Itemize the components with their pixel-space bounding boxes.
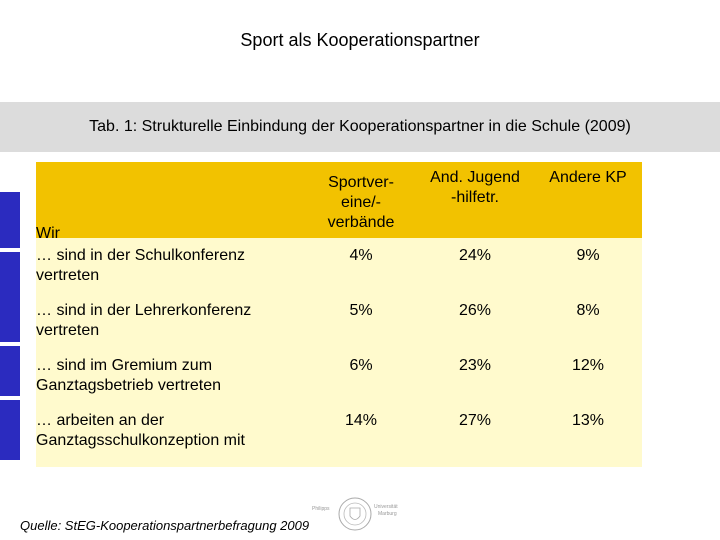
row-header-wir: Wir bbox=[36, 225, 60, 242]
cell-value: 24% bbox=[458, 247, 492, 264]
column-header-jugendhilfe: And. Jugend -hilfetr. bbox=[416, 162, 534, 244]
cell-value: 27% bbox=[458, 412, 492, 429]
logo-text-right: Universität bbox=[374, 504, 398, 510]
seal-inner-ring bbox=[343, 502, 367, 526]
table-caption: Tab. 1: Strukturelle Einbindung der Koop… bbox=[89, 118, 631, 135]
seal-outer-ring bbox=[338, 497, 372, 531]
page-title: Sport als Kooperationspartner bbox=[240, 30, 480, 50]
column-header-line: eine/- bbox=[340, 194, 382, 211]
cell-value: 9% bbox=[576, 247, 600, 264]
left-accent-bar bbox=[0, 192, 20, 248]
table-header-background bbox=[36, 162, 642, 238]
row-label: … sind in der Lehrerkonferenz vertreten bbox=[36, 299, 306, 354]
column-header-sportvereine: Sportver- eine/- verbände bbox=[306, 162, 416, 244]
left-accent-bar bbox=[0, 346, 20, 396]
cell-value: 6% bbox=[349, 357, 373, 374]
row-label-line: … sind in der Lehrerkonferenz bbox=[36, 302, 252, 319]
row-label: … sind in der Schulkonferenz vertreten bbox=[36, 244, 306, 299]
cell-value: 8% bbox=[576, 302, 600, 319]
column-header-line: Sportver- bbox=[328, 174, 394, 191]
row-label-line: … arbeiten an der bbox=[36, 412, 165, 429]
cell-value: 5% bbox=[349, 302, 373, 319]
row-label-line: Ganztagsschulkonzeption mit bbox=[36, 432, 245, 449]
left-accent-bar bbox=[0, 400, 20, 460]
subtitle-band: Tab. 1: Strukturelle Einbindung der Koop… bbox=[0, 102, 720, 152]
column-header-andere-kp: Andere KP bbox=[534, 162, 642, 244]
logo-text-left: Philipps bbox=[312, 506, 330, 512]
left-accent-bar bbox=[0, 252, 20, 342]
cell-value: 23% bbox=[458, 357, 492, 374]
cell-value: 13% bbox=[571, 412, 605, 429]
column-header-line: -hilfetr. bbox=[450, 189, 499, 206]
row-label-line: vertreten bbox=[36, 322, 100, 339]
logo-text-right-2: Marburg bbox=[378, 511, 397, 517]
cell-value: 12% bbox=[571, 357, 605, 374]
column-header-line: verbände bbox=[327, 214, 395, 231]
table-header-row: Wir Sportver- eine/- verbände And. Jugen… bbox=[36, 162, 642, 244]
table-row: … arbeiten an der Ganztagsschulkonzeptio… bbox=[36, 409, 642, 464]
cell-value: 26% bbox=[458, 302, 492, 319]
table-row: … sind in der Schulkonferenz vertreten 4… bbox=[36, 244, 642, 299]
table-row: … sind in der Lehrerkonferenz vertreten … bbox=[36, 299, 642, 354]
row-label: … sind im Gremium zum Ganztagsbetrieb ve… bbox=[36, 354, 306, 409]
table-row: … sind im Gremium zum Ganztagsbetrieb ve… bbox=[36, 354, 642, 409]
source-note: Quelle: StEG-Kooperationspartnerbefragun… bbox=[20, 518, 310, 533]
cell-value: 14% bbox=[344, 412, 378, 429]
column-header-line: And. Jugend bbox=[430, 169, 520, 186]
column-header-line: Andere KP bbox=[549, 169, 627, 186]
row-label: … arbeiten an der Ganztagsschulkonzeptio… bbox=[36, 409, 306, 464]
cooperation-table: Wir Sportver- eine/- verbände And. Jugen… bbox=[36, 162, 642, 464]
cell-value: 4% bbox=[349, 247, 373, 264]
row-label-line: … sind im Gremium zum bbox=[36, 357, 213, 374]
university-logo: Philipps Universität Marburg bbox=[312, 497, 398, 531]
seal-shield-icon bbox=[349, 507, 361, 520]
row-label-line: … sind in der Schulkonferenz bbox=[36, 247, 245, 264]
row-label-line: vertreten bbox=[36, 267, 100, 284]
row-label-line: Ganztagsbetrieb vertreten bbox=[36, 377, 221, 394]
